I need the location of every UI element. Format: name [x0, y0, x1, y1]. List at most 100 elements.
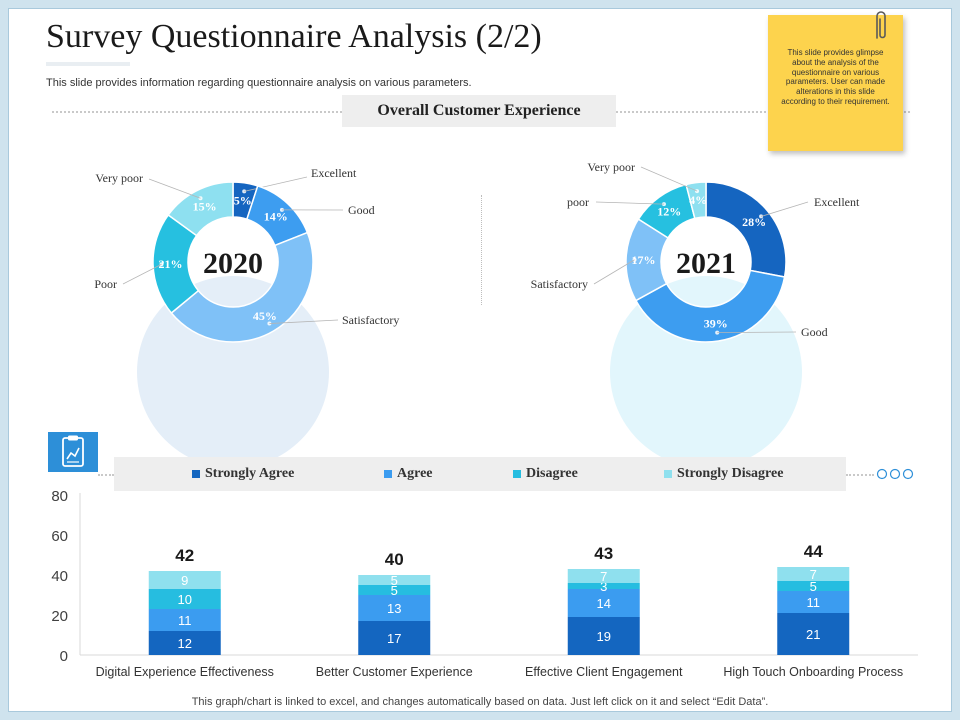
slice-percent-label: 4% [689, 193, 707, 207]
bar-segment [358, 595, 431, 621]
bar-segment [148, 609, 221, 631]
legend-swatch [384, 470, 392, 478]
legend-item-agree: Agree [384, 466, 433, 482]
slice-leader-line [148, 178, 201, 199]
page-title: Survey Questionnaire Analysis (2/2) [46, 18, 542, 55]
legend-swatch [513, 470, 521, 478]
bar-value-label: 5 [391, 583, 398, 598]
slice-marker-dot [695, 189, 700, 194]
slice-percent-label: 21% [159, 257, 183, 271]
bar-chart-legend: Strongly Agree Agree Disagree Strongly D… [114, 457, 846, 491]
bar-total-label: 43 [594, 544, 613, 563]
page-subtitle: This slide provides information regardin… [46, 77, 472, 89]
y-tick-label: 80 [51, 488, 68, 505]
bar-value-label: 7 [600, 569, 607, 584]
donut-slice-good [634, 269, 786, 343]
bar-segment [358, 575, 431, 585]
slice-leader-line [640, 166, 698, 192]
slice-category-label: Satisfactory [531, 277, 588, 291]
x-category-label: Effective Client Engagement [525, 665, 683, 679]
footer-note: This graph/chart is linked to excel, and… [191, 696, 769, 708]
slice-category-label: Very poor [95, 171, 143, 185]
chart-divider [481, 195, 482, 305]
bar-segment [777, 613, 850, 655]
bar-segment [567, 617, 640, 655]
bar-value-label: 19 [597, 629, 611, 644]
x-category-label: High Touch Onboarding Process [723, 665, 903, 679]
legend-divider-right [846, 474, 874, 476]
x-category-label: Digital Experience Effectiveness [96, 665, 274, 679]
slice-percent-label: 39% [704, 317, 728, 331]
slice-leader-line [760, 201, 809, 217]
header-divider-left [52, 111, 342, 113]
slice-leader-line [269, 319, 339, 324]
y-tick-label: 40 [51, 568, 68, 585]
slice-percent-label: 15% [193, 199, 217, 213]
slice-category-label: Excellent [311, 166, 357, 180]
legend-item-strongly-agree: Strongly Agree [192, 466, 294, 482]
bar-value-label: 7 [810, 567, 817, 582]
bar-value-label: 5 [810, 579, 817, 594]
bar-total-label: 42 [175, 546, 194, 565]
bar-value-label: 21 [806, 627, 820, 642]
donut-chart-2020: 5% Excellent 14% Good 45% Satisfactory 21% Poor… [94, 166, 399, 468]
bar-segment [148, 631, 221, 655]
slice-percent-label: 14% [264, 209, 288, 223]
slice-category-label: Very poor [587, 160, 635, 174]
bar-value-label: 10 [178, 592, 192, 607]
bar-segment [777, 567, 850, 581]
bar-segment [358, 621, 431, 655]
bar-segment [148, 589, 221, 609]
legend-label: Disagree [526, 466, 578, 481]
slice-percent-label: 45% [253, 309, 277, 323]
donut-center-year: 2021 [676, 247, 736, 280]
bar-segment [777, 581, 850, 591]
bar-value-label: 13 [387, 601, 401, 616]
bar-value-label: 5 [391, 573, 398, 588]
slice-percent-label: 12% [657, 204, 681, 218]
slice-leader-line [122, 263, 162, 285]
header-divider-right [616, 111, 910, 113]
bar-segment [567, 583, 640, 589]
bar-segment [358, 585, 431, 595]
slice-percent-label: 5% [234, 193, 252, 207]
bar-segment [567, 589, 640, 617]
slice-category-label: Poor [94, 277, 117, 291]
x-category-label: Better Customer Experience [316, 665, 473, 679]
y-tick-label: 20 [51, 608, 68, 625]
section-header: Overall Customer Experience [342, 95, 616, 127]
slice-category-label: Good [348, 203, 375, 217]
donut-slice-very-poor [167, 181, 234, 237]
slice-category-label: Good [801, 325, 828, 339]
legend-swatch [192, 470, 200, 478]
survey-icon-box [48, 432, 98, 472]
clipboard-chart-icon [62, 435, 84, 467]
slice-percent-label: 28% [742, 215, 766, 229]
y-tick-label: 0 [60, 648, 68, 665]
bar-segment [148, 571, 221, 589]
bar-segment [567, 569, 640, 583]
legend-item-disagree: Disagree [513, 466, 578, 482]
bar-segment [777, 591, 850, 613]
donut-center-year: 2020 [203, 247, 263, 280]
slice-marker-dot [632, 257, 637, 262]
slice-percent-label: 17% [632, 253, 656, 267]
donut-slice-very-poor [685, 181, 707, 220]
bar-value-label: 11 [178, 613, 192, 628]
legend-swatch [664, 470, 672, 478]
donut-slice-satisfactory [170, 231, 314, 343]
bar-value-label: 12 [178, 636, 192, 651]
slice-leader-line [717, 331, 797, 334]
decorative-circles-icon [876, 468, 914, 480]
bar-value-label: 11 [807, 595, 821, 610]
title-underline [46, 62, 130, 66]
bar-value-label: 14 [597, 596, 611, 611]
bar-total-label: 44 [804, 542, 823, 561]
slice-marker-dot [759, 214, 764, 219]
slice-leader-line [595, 201, 664, 205]
bar-value-label: 9 [181, 573, 188, 588]
slice-marker-dot [661, 202, 666, 207]
paperclip-icon [876, 11, 886, 39]
